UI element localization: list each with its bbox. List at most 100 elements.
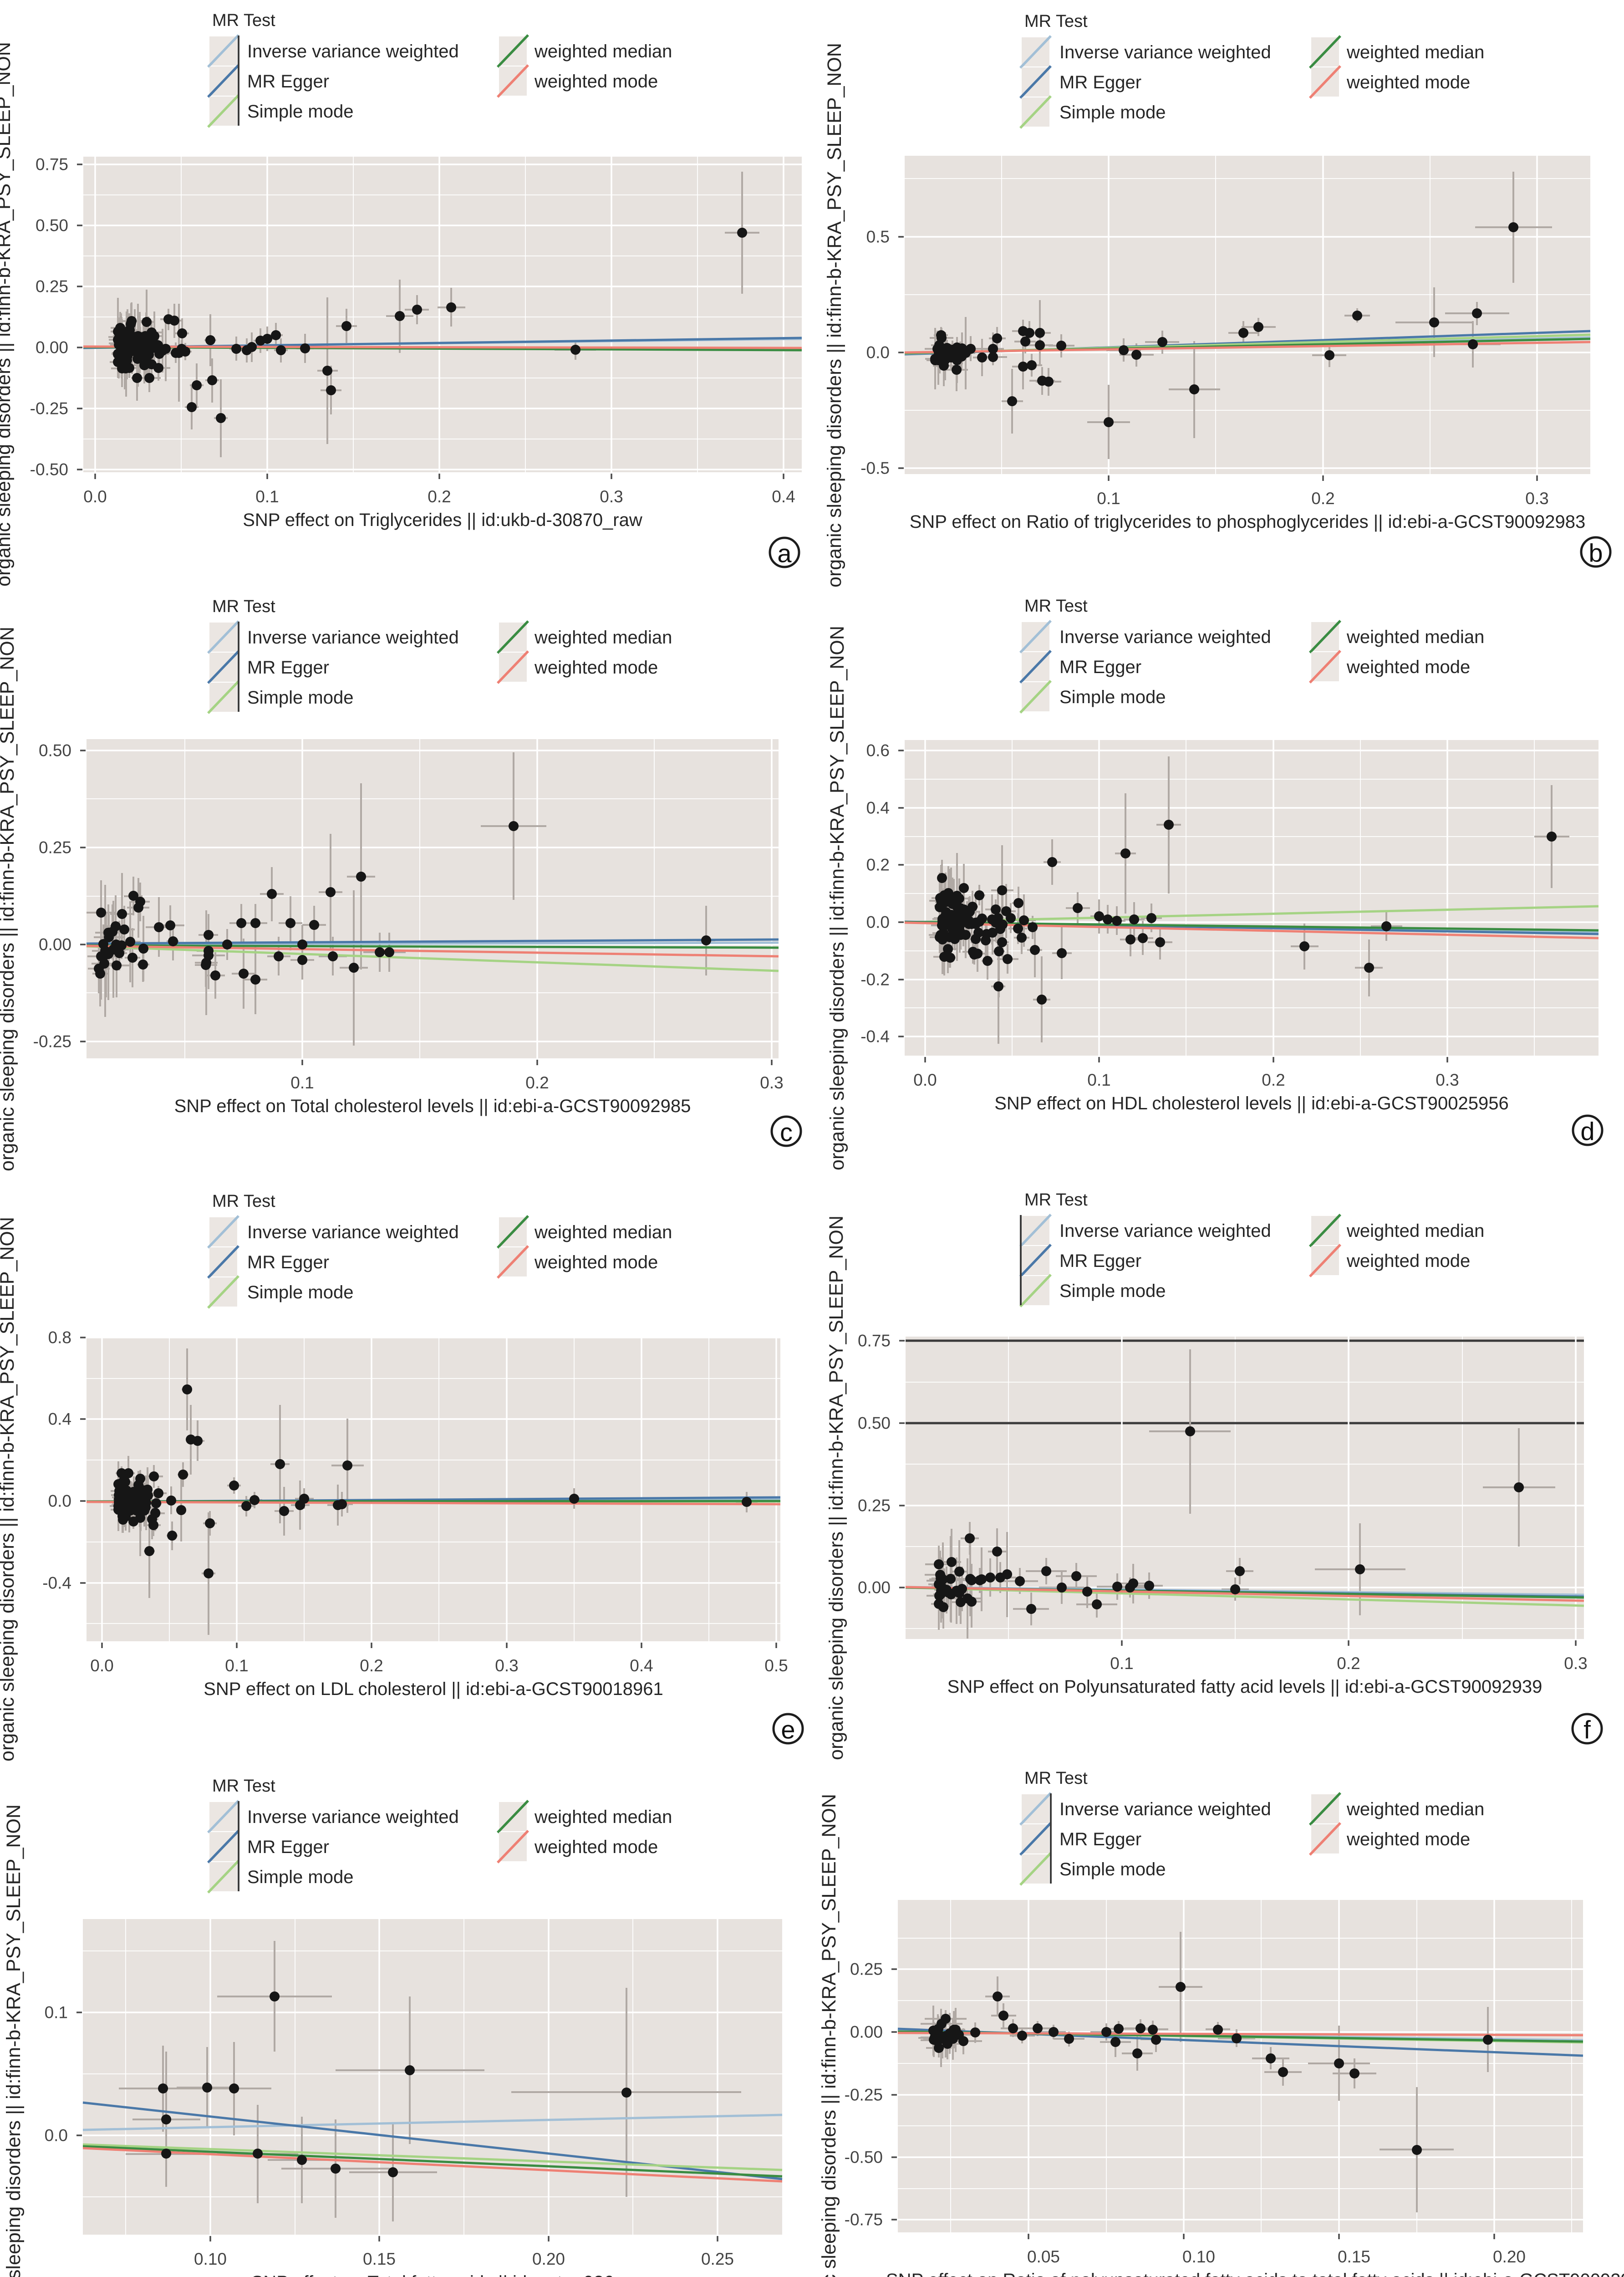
svg-text:MR Test: MR Test [1024,12,1088,31]
svg-text:weighted median: weighted median [1346,1221,1484,1241]
svg-text:-0.25: -0.25 [845,2086,883,2104]
svg-text:Simple mode: Simple mode [247,1282,353,1302]
svg-text:0.0: 0.0 [90,1656,113,1675]
svg-text:0.1: 0.1 [45,2003,68,2022]
svg-text:weighted median: weighted median [534,41,672,61]
svg-text:organic sleeping disorders ||: organic sleeping disorders || id:finn-b-… [826,626,848,1170]
svg-text:MR Test: MR Test [1024,1769,1088,1788]
svg-text:-0.2: -0.2 [860,970,890,989]
svg-text:organic sleeping disorders ||: organic sleeping disorders || id:finn-b-… [0,1217,18,1761]
svg-text:0.3: 0.3 [1436,1071,1459,1089]
svg-text:0.0: 0.0 [913,1071,937,1089]
svg-text:Inverse variance weighted: Inverse variance weighted [1059,1221,1271,1241]
svg-text:weighted mode: weighted mode [1346,1251,1470,1271]
svg-text:weighted mode: weighted mode [534,658,658,678]
svg-text:0.75: 0.75 [36,155,68,174]
svg-text:-0.50: -0.50 [845,2148,883,2167]
svg-text:MR Test: MR Test [1024,597,1088,616]
svg-text:0.00: 0.00 [39,935,71,954]
svg-text:0.4: 0.4 [630,1656,653,1675]
svg-text:0.50: 0.50 [858,1414,891,1433]
svg-text:SNP effect on Triglycerides ||: SNP effect on Triglycerides || id:ukb-d-… [243,510,642,530]
svg-text:0.1: 0.1 [1087,1071,1110,1089]
svg-text:0.25: 0.25 [36,277,68,296]
svg-text:0.3: 0.3 [760,1073,783,1092]
svg-text:0.2: 0.2 [1311,489,1334,508]
svg-text:0.2: 0.2 [866,856,890,874]
svg-text:0.2: 0.2 [360,1656,383,1675]
svg-text:weighted mode: weighted mode [534,71,658,92]
svg-text:0.50: 0.50 [36,216,68,235]
svg-text:SNP effect on LDL cholesterol: SNP effect on LDL cholesterol || id:ebi-… [204,1679,663,1699]
svg-text:0.0: 0.0 [45,2126,68,2145]
svg-text:MR Egger: MR Egger [247,1837,329,1857]
svg-text:Inverse variance weighted: Inverse variance weighted [1059,1799,1271,1819]
svg-text:b: b [1588,539,1603,567]
svg-text:0.25: 0.25 [701,2250,734,2268]
svg-text:0.3: 0.3 [1564,1654,1587,1673]
svg-text:MR Test: MR Test [212,11,275,30]
svg-text:weighted mode: weighted mode [1346,1829,1470,1849]
svg-text:0.75: 0.75 [858,1332,891,1350]
svg-text:d: d [1580,1117,1594,1146]
svg-text:-0.4: -0.4 [860,1027,890,1046]
svg-text:Inverse variance weighted: Inverse variance weighted [1059,42,1271,62]
svg-text:0.05: 0.05 [1027,2247,1060,2266]
svg-text:0.4: 0.4 [772,487,795,506]
svg-text:MR Egger: MR Egger [247,658,329,678]
svg-text:0.5: 0.5 [764,1656,788,1675]
svg-text:0.25: 0.25 [39,838,71,857]
svg-text:Simple mode: Simple mode [247,1867,353,1887]
svg-text:organic sleeping disorders ||: organic sleeping disorders || id:finn-b-… [824,43,845,587]
svg-text:-0.25: -0.25 [33,1032,71,1051]
svg-text:Simple mode: Simple mode [1059,1859,1166,1879]
svg-text:MR Test: MR Test [212,597,275,616]
svg-text:0.10: 0.10 [194,2250,227,2268]
svg-text:Inverse variance weighted: Inverse variance weighted [247,1807,459,1827]
svg-text:Inverse variance weighted: Inverse variance weighted [247,1222,459,1242]
svg-text:0.2: 0.2 [1262,1071,1285,1089]
svg-text:MR Test: MR Test [212,1192,275,1211]
svg-text:Inverse variance weighted: Inverse variance weighted [1059,627,1271,647]
svg-text:weighted mode: weighted mode [1346,72,1470,92]
svg-text:0.1: 0.1 [1097,489,1120,508]
svg-text:MR Egger: MR Egger [1059,72,1141,92]
svg-text:weighted mode: weighted mode [1346,657,1470,677]
svg-text:a: a [777,539,792,568]
svg-text:0.8: 0.8 [48,1328,71,1347]
svg-text:Simple mode: Simple mode [247,688,353,708]
svg-text:weighted median: weighted median [534,1807,672,1827]
svg-text:-0.5: -0.5 [860,459,890,478]
svg-text:0.5: 0.5 [866,228,890,246]
svg-text:organic sleeping disorders ||: organic sleeping disorders || id:finn-b-… [825,1215,847,1760]
svg-text:c: c [780,1118,793,1147]
svg-text:organic sleeping disorders ||: organic sleeping disorders || id:finn-b-… [3,1804,25,2277]
svg-text:0.3: 0.3 [600,487,623,506]
svg-text:0.1: 0.1 [225,1656,248,1675]
svg-text:0.2: 0.2 [1337,1654,1360,1673]
svg-text:e: e [781,1715,795,1744]
svg-text:Inverse variance weighted: Inverse variance weighted [247,41,459,61]
svg-text:MR Egger: MR Egger [1059,657,1141,677]
svg-text:0.0: 0.0 [48,1492,71,1511]
svg-text:weighted mode: weighted mode [534,1252,658,1272]
svg-text:0.4: 0.4 [48,1410,71,1429]
svg-text:Inverse variance weighted: Inverse variance weighted [247,628,459,648]
svg-text:SNP effect on Total cholestero: SNP effect on Total cholesterol levels |… [174,1096,691,1116]
svg-text:0.0: 0.0 [866,913,890,932]
svg-text:0.1: 0.1 [290,1073,314,1092]
svg-text:0.2: 0.2 [428,487,451,506]
svg-text:SNP effect on Polyunsaturated: SNP effect on Polyunsaturated fatty acid… [947,1677,1543,1697]
svg-text:weighted mode: weighted mode [534,1837,658,1857]
svg-text:organic sleeping disorders ||: organic sleeping disorders || id:finn-b-… [0,627,18,1171]
svg-text:-0.75: -0.75 [845,2211,883,2229]
svg-text:0.25: 0.25 [850,1960,883,1979]
svg-text:MR Egger: MR Egger [1059,1251,1141,1271]
svg-text:-0.25: -0.25 [30,399,68,418]
svg-text:-0.4: -0.4 [42,1574,71,1593]
svg-text:0.3: 0.3 [495,1656,518,1675]
svg-text:SNP effect on Ratio of polyuns: SNP effect on Ratio of polyunsaturated f… [886,2270,1624,2277]
svg-text:Simple mode: Simple mode [1059,1281,1166,1301]
svg-text:SNP effect on Total fatty acid: SNP effect on Total fatty acids || id:me… [251,2272,614,2277]
svg-text:Simple mode: Simple mode [1059,102,1166,123]
